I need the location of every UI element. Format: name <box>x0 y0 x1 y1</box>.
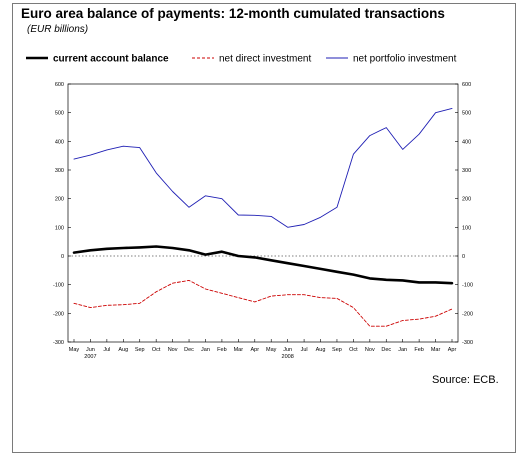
x-tick-label: Oct <box>349 347 358 353</box>
series-line-net-portfolio-investment <box>73 107 453 228</box>
x-tick-label: May <box>69 347 80 353</box>
legend-label: net portfolio investment <box>353 54 457 65</box>
y-tick-label-right: -200 <box>462 311 473 317</box>
y-tick-label-right: -100 <box>462 283 473 289</box>
x-tick-label: Nov <box>365 347 375 353</box>
legend-label: current account balance <box>53 54 169 65</box>
x-tick-label: Jul <box>301 347 308 353</box>
y-tick-label-left: -100 <box>53 283 64 289</box>
y-tick-label-right: -300 <box>462 340 473 346</box>
x-tick-label: May <box>266 347 277 353</box>
y-tick-label-right: 0 <box>462 254 465 260</box>
y-tick-label-left: 200 <box>55 197 64 203</box>
y-tick-label-left: 0 <box>61 254 64 260</box>
y-tick-label-right: 500 <box>462 111 471 117</box>
x-tick-label: Jun <box>86 347 95 353</box>
legend: current account balance net direct invest… <box>26 54 457 65</box>
y-tick-label-left: -200 <box>53 311 64 317</box>
x-tick-label: Aug <box>118 347 128 353</box>
x-tick-label: Mar <box>431 347 441 353</box>
x-tick-label: Apr <box>448 347 457 353</box>
series-layer <box>72 107 454 327</box>
y-tick-label-right: 300 <box>462 168 471 174</box>
y-tick-label-left: 600 <box>55 82 64 88</box>
series-line-net-direct-investment <box>73 279 453 327</box>
x-tick-label: Sep <box>135 347 145 353</box>
x-tick-label: Feb <box>414 347 423 353</box>
x-tick-label: Aug <box>316 347 326 353</box>
x-tick-label: Jan <box>201 347 210 353</box>
x-tick-label: Mar <box>234 347 244 353</box>
x-tick-label: Apr <box>251 347 260 353</box>
legend-label: net direct investment <box>219 54 311 65</box>
x-tick-label: Jun <box>283 347 292 353</box>
chart-subtitle: (EUR billions) <box>27 24 89 35</box>
y-tick-label-left: 100 <box>55 225 64 231</box>
x-tick-label: Dec <box>184 347 194 353</box>
x-tick-label: Feb <box>217 347 226 353</box>
y-tick-label-right: 600 <box>462 82 471 88</box>
x-tick-label: Nov <box>168 347 178 353</box>
plot-area <box>67 83 459 343</box>
chart-title: Euro area balance of payments: 12-month … <box>21 6 445 21</box>
x-year-label: 2007 <box>84 354 96 360</box>
chart-frame <box>12 3 516 453</box>
y-tick-label-right: 400 <box>462 139 471 145</box>
x-tick-label: Jul <box>103 347 110 353</box>
y-tick-label-right: 100 <box>462 225 471 231</box>
source-note: Source: ECB. <box>432 374 499 386</box>
y-tick-label-left: -300 <box>53 340 64 346</box>
x-tick-label: Oct <box>152 347 161 353</box>
series-line-current-account-balance <box>72 245 454 285</box>
x-tick-label: Dec <box>381 347 391 353</box>
x-tick-label: Sep <box>332 347 342 353</box>
axis-layer: 600 600 500 500 400 400 300 300 200 200 100 100 0 0 -1… <box>53 82 473 360</box>
y-tick-label-left: 500 <box>55 111 64 117</box>
x-year-label: 2008 <box>282 354 294 360</box>
y-tick-label-left: 400 <box>55 139 64 145</box>
y-tick-label-right: 200 <box>462 197 471 203</box>
y-tick-label-left: 300 <box>55 168 64 174</box>
x-tick-label: Jan <box>398 347 407 353</box>
